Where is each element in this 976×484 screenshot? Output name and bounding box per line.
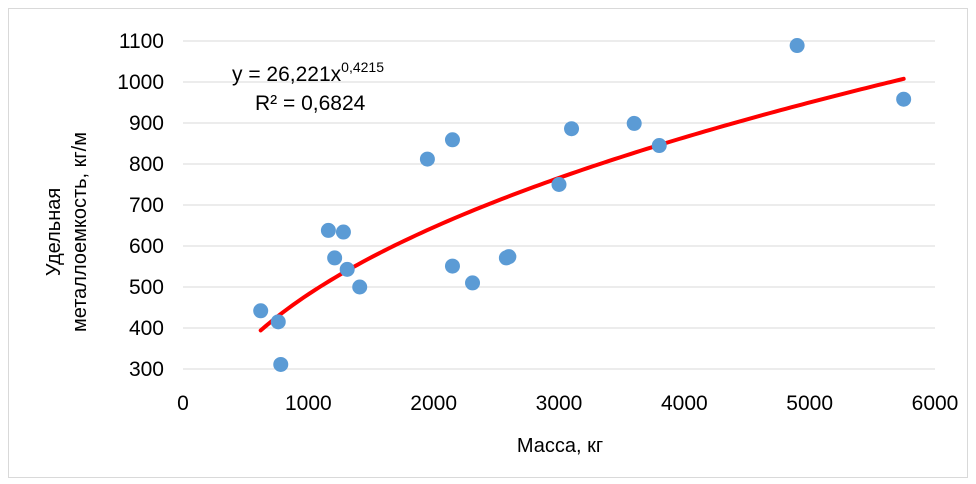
data-point xyxy=(270,314,286,330)
trendline-r-squared: R² = 0,6824 xyxy=(255,92,366,115)
data-point xyxy=(465,275,481,291)
y-tick-label: 300 xyxy=(129,358,164,381)
data-point xyxy=(564,121,580,137)
y-tick-label: 900 xyxy=(129,112,164,135)
x-tick-label: 2000 xyxy=(410,392,457,415)
chart-frame xyxy=(8,8,968,478)
trendline-equation: y = 26,221x0,4215 xyxy=(232,59,384,86)
y-tick-label: 800 xyxy=(129,153,164,176)
data-point xyxy=(327,250,343,266)
data-point xyxy=(501,249,517,265)
data-point xyxy=(335,224,351,240)
trendline-group xyxy=(258,76,906,333)
x-tick-label: 1000 xyxy=(285,392,332,415)
data-point xyxy=(273,356,289,372)
data-point xyxy=(551,177,567,192)
trendline-equation-base: y = 26,221x xyxy=(232,63,342,86)
data-points xyxy=(253,38,912,372)
y-tick-label: 500 xyxy=(129,276,164,299)
y-axis-title: Удельная металлоемкость, кг/м xyxy=(43,132,91,332)
y-tick-label: 1000 xyxy=(117,71,164,94)
y-tick-label: 400 xyxy=(129,317,164,340)
trendline-equation-exponent: 0,4215 xyxy=(341,59,384,75)
x-tick-label: 4000 xyxy=(661,392,708,415)
data-point xyxy=(789,38,805,54)
data-point xyxy=(626,115,642,131)
data-point xyxy=(352,279,368,295)
trendline-label: y = 26,221x0,4215 R² = 0,6824 xyxy=(232,59,384,115)
data-point xyxy=(419,151,435,167)
data-point xyxy=(444,132,460,148)
x-tick-label: 6000 xyxy=(912,392,959,415)
y-tick-label: 700 xyxy=(129,194,164,217)
y-axis-title-line2: металлоемкость, кг/м xyxy=(69,132,91,332)
data-point xyxy=(896,91,912,107)
data-point xyxy=(320,222,336,238)
data-point xyxy=(253,303,269,319)
y-axis-title-line1: Удельная xyxy=(43,188,65,276)
x-tick-label: 3000 xyxy=(536,392,583,415)
x-tick-labels: 0 1000 2000 3000 4000 5000 6000 xyxy=(177,392,958,415)
trendline xyxy=(258,76,906,333)
gridlines xyxy=(183,40,935,370)
x-axis-title: Масса, кг xyxy=(517,435,603,457)
y-tick-label: 1100 xyxy=(119,30,164,53)
y-tick-labels: 300 400 500 600 700 800 900 1000 1100 xyxy=(117,30,164,381)
x-tick-label: 5000 xyxy=(786,392,833,415)
data-point xyxy=(339,261,355,277)
x-tick-label: 0 xyxy=(177,392,189,415)
data-point xyxy=(444,258,460,274)
y-tick-label: 600 xyxy=(129,235,164,258)
data-point xyxy=(651,138,667,154)
